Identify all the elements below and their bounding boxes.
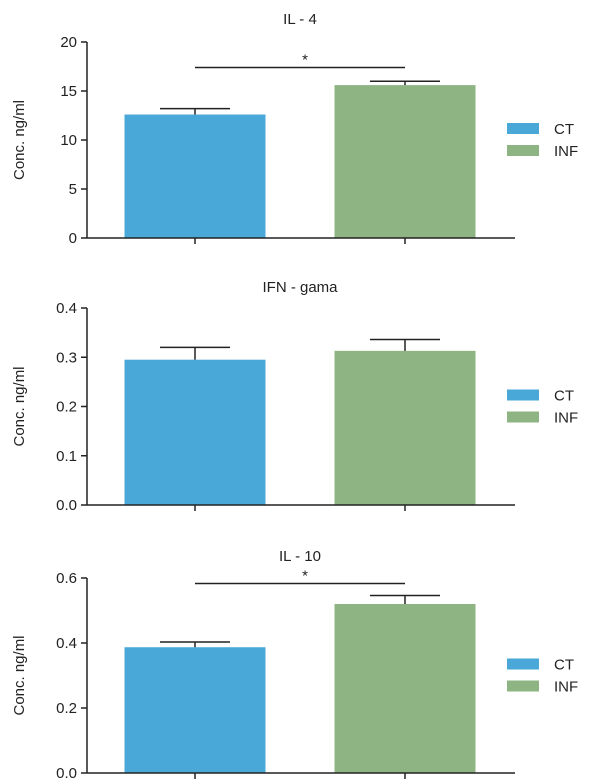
legend-label-inf: INF bbox=[554, 143, 578, 160]
legend-swatch-inf bbox=[507, 411, 539, 423]
y-tick-label: 10 bbox=[60, 132, 77, 149]
chart-title: IFN - gama bbox=[262, 279, 338, 296]
legend-label-inf: INF bbox=[554, 679, 578, 696]
chart-panel-2: IFN - gama Conc. ng/ml 0.0 0.1 0.2 0.3 0.4 CT IN… bbox=[11, 279, 578, 514]
legend-label-ct: CT bbox=[554, 121, 574, 138]
chart-panel-1: IL - 4 Conc. ng/ml 0 5 10 15 20 * CT INF bbox=[11, 11, 578, 247]
y-tick-label: 0.3 bbox=[56, 349, 77, 366]
chart-title: IL - 10 bbox=[279, 548, 321, 565]
y-tick-label: 5 bbox=[69, 181, 77, 198]
bar-ct bbox=[124, 647, 266, 773]
y-tick-label: 0.4 bbox=[56, 300, 77, 317]
y-tick-label: 15 bbox=[60, 83, 77, 100]
y-tick-label: 0.4 bbox=[56, 635, 77, 652]
legend-swatch-inf bbox=[507, 145, 539, 156]
y-tick-label: 0.6 bbox=[56, 570, 77, 587]
y-axis-label: Conc. ng/ml bbox=[11, 100, 28, 180]
y-tick-label: 0.2 bbox=[56, 399, 77, 416]
y-tick-label: 0.0 bbox=[56, 765, 77, 782]
chart-panel-3: IL - 10 Conc. ng/ml 0.0 0.2 0.4 0.6 * CT INF bbox=[11, 548, 578, 782]
y-tick-label: 0.0 bbox=[56, 497, 77, 514]
significance-marker: * bbox=[302, 568, 308, 585]
y-axis-label: Conc. ng/ml bbox=[11, 366, 28, 446]
legend-swatch-ct bbox=[507, 658, 539, 670]
y-tick-label: 20 bbox=[60, 34, 77, 51]
bar-inf bbox=[334, 85, 476, 239]
y-tick-label: 0.2 bbox=[56, 700, 77, 717]
legend-label-inf: INF bbox=[554, 410, 578, 427]
legend-swatch-ct bbox=[507, 389, 539, 401]
chart-title: IL - 4 bbox=[283, 11, 317, 28]
legend-swatch-ct bbox=[507, 123, 539, 134]
y-tick-label: 0 bbox=[69, 230, 77, 247]
y-tick-label: 0.1 bbox=[56, 448, 77, 465]
bar-ct bbox=[124, 114, 266, 238]
bar-inf bbox=[334, 604, 476, 773]
legend-label-ct: CT bbox=[554, 657, 574, 674]
legend-swatch-inf bbox=[507, 680, 539, 692]
significance-marker: * bbox=[302, 51, 308, 68]
legend-label-ct: CT bbox=[554, 388, 574, 405]
bar-ct bbox=[124, 359, 266, 505]
y-axis-label: Conc. ng/ml bbox=[11, 635, 28, 715]
bar-inf bbox=[334, 350, 476, 505]
